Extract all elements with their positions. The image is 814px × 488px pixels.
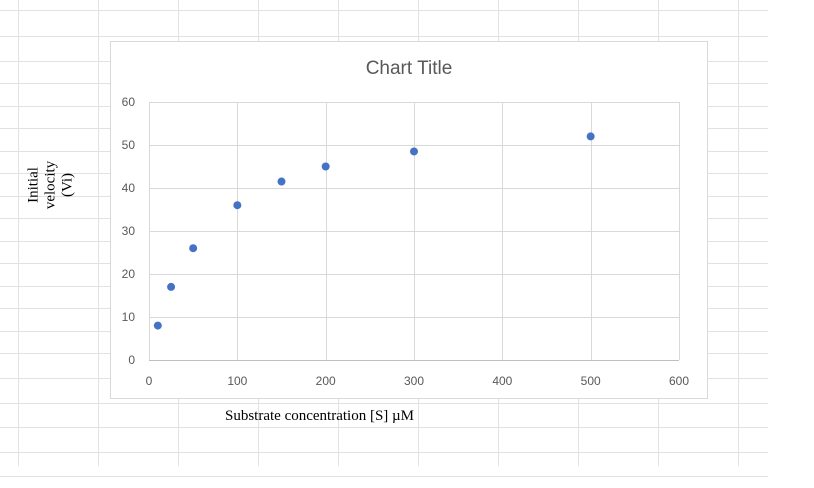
y-tick-label: 10 (122, 310, 136, 324)
data-point[interactable] (167, 282, 176, 291)
y-tick-label: 50 (122, 138, 136, 152)
data-point[interactable] (410, 147, 418, 156)
x-tick-label: 200 (316, 374, 336, 388)
x-axis-label: Substrate concentration [S] µM (225, 408, 415, 424)
data-point[interactable] (277, 177, 286, 186)
data-point[interactable] (233, 201, 242, 210)
x-tick-label: 0 (146, 374, 153, 388)
y-tick-label: 30 (122, 224, 136, 238)
y-tick-label: 20 (122, 267, 136, 281)
data-point[interactable] (586, 132, 595, 141)
y-axis-label-line: velocity (42, 160, 59, 210)
y-axis-label-line: Initial (25, 167, 42, 203)
chart-area[interactable] (110, 41, 708, 399)
y-axis-label-line: (Vi) (59, 172, 76, 198)
y-tick-label: 0 (128, 353, 135, 367)
data-point[interactable] (189, 244, 198, 253)
data-point[interactable] (321, 162, 330, 171)
x-tick-label: 500 (581, 374, 601, 388)
x-tick-label: 100 (227, 374, 247, 388)
chart-title[interactable]: Chart Title (365, 58, 453, 79)
x-tick-label: 600 (669, 374, 689, 388)
x-tick-label: 400 (492, 374, 512, 388)
y-tick-label: 40 (122, 181, 136, 195)
data-point[interactable] (153, 321, 162, 330)
y-tick-label: 60 (122, 95, 136, 109)
x-tick-label: 300 (404, 374, 424, 388)
